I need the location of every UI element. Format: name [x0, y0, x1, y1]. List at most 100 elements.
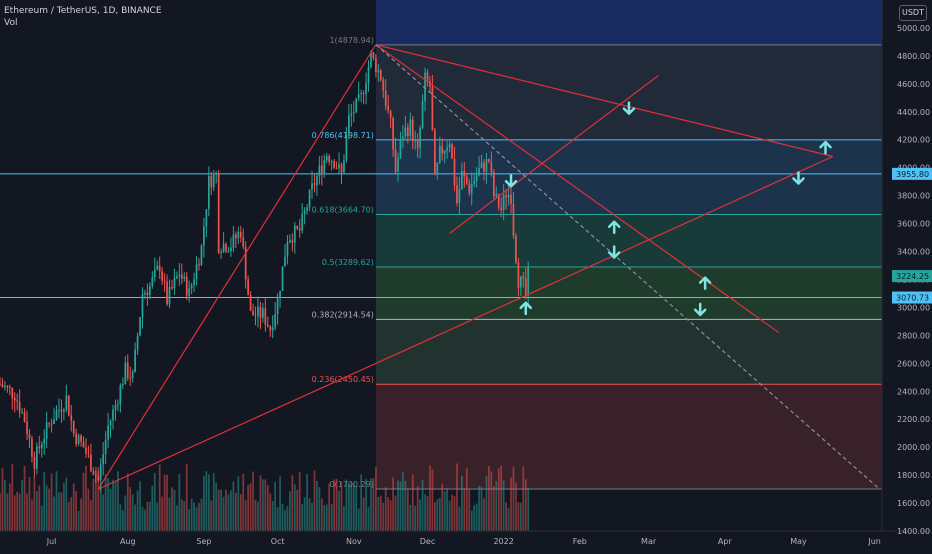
candle[interactable] [291, 240, 294, 243]
candle[interactable] [112, 409, 114, 421]
candle[interactable] [522, 276, 525, 279]
candle[interactable] [188, 288, 191, 296]
candle[interactable] [438, 146, 441, 163]
candle[interactable] [11, 387, 14, 398]
candle[interactable] [478, 168, 480, 176]
candle[interactable] [316, 175, 318, 186]
candle[interactable] [129, 377, 132, 379]
candle[interactable] [90, 454, 92, 472]
candle[interactable] [220, 251, 222, 253]
arrow-up-icon[interactable] [607, 220, 621, 235]
candle[interactable] [242, 237, 245, 247]
candle[interactable] [500, 207, 503, 210]
candle[interactable] [247, 279, 249, 296]
trendline[interactable] [375, 44, 780, 334]
candle[interactable] [185, 276, 188, 296]
candle[interactable] [338, 164, 340, 169]
candle[interactable] [225, 244, 227, 252]
candle[interactable] [13, 397, 16, 401]
candle[interactable] [424, 72, 426, 101]
candle[interactable] [259, 306, 262, 318]
candle[interactable] [149, 285, 151, 296]
arrow-up-icon[interactable] [698, 276, 712, 290]
candle[interactable] [475, 175, 478, 181]
candle[interactable] [451, 144, 453, 159]
candle[interactable] [48, 422, 50, 424]
candle[interactable] [126, 362, 129, 378]
candle[interactable] [389, 110, 392, 118]
candle[interactable] [43, 438, 46, 445]
candle[interactable] [360, 93, 363, 95]
candle[interactable] [176, 276, 178, 279]
candle[interactable] [384, 90, 387, 106]
candle[interactable] [50, 423, 53, 425]
candle[interactable] [1, 384, 4, 387]
candle[interactable] [461, 171, 463, 190]
candle[interactable] [144, 292, 146, 295]
candle[interactable] [104, 439, 107, 455]
candle[interactable] [357, 94, 360, 99]
candle[interactable] [65, 395, 68, 410]
trendline[interactable] [375, 44, 834, 158]
candle[interactable] [161, 271, 164, 281]
candle[interactable] [77, 435, 80, 444]
candle[interactable] [492, 171, 495, 197]
candle[interactable] [212, 174, 215, 188]
candle[interactable] [279, 290, 281, 299]
candle[interactable] [180, 274, 183, 279]
candle[interactable] [512, 203, 515, 236]
candle[interactable] [55, 410, 58, 420]
candle[interactable] [262, 308, 264, 318]
candle[interactable] [276, 298, 279, 315]
candle[interactable] [377, 70, 380, 73]
candle[interactable] [402, 136, 404, 141]
candle[interactable] [67, 395, 70, 416]
candle[interactable] [453, 158, 456, 186]
candle[interactable] [75, 433, 78, 444]
candle[interactable] [109, 420, 112, 426]
candle[interactable] [399, 140, 402, 158]
candle[interactable] [431, 86, 434, 131]
candle[interactable] [333, 161, 335, 168]
candle[interactable] [134, 349, 136, 372]
candle[interactable] [102, 454, 105, 465]
candle[interactable] [85, 447, 87, 454]
candle[interactable] [26, 421, 28, 435]
arrow-up-icon[interactable] [819, 140, 832, 155]
candle[interactable] [80, 435, 82, 442]
candle[interactable] [60, 409, 63, 412]
candle[interactable] [419, 127, 421, 148]
candle[interactable] [463, 171, 466, 177]
candle[interactable] [173, 278, 176, 289]
candle[interactable] [350, 113, 353, 116]
candle[interactable] [33, 456, 36, 469]
candle[interactable] [4, 386, 6, 388]
candle[interactable] [323, 160, 326, 174]
candle[interactable] [107, 425, 109, 440]
candle[interactable] [190, 284, 193, 289]
candle[interactable] [203, 226, 205, 246]
candle[interactable] [345, 135, 348, 161]
candle[interactable] [392, 117, 394, 150]
candle[interactable] [264, 308, 267, 325]
candle[interactable] [441, 146, 444, 154]
arrow-down-icon[interactable] [504, 174, 518, 188]
candle[interactable] [266, 324, 269, 327]
candle[interactable] [335, 167, 338, 169]
candle[interactable] [301, 214, 304, 231]
candle[interactable] [269, 326, 272, 331]
trendline[interactable] [449, 74, 659, 234]
candle[interactable] [448, 144, 451, 148]
candle[interactable] [510, 194, 512, 204]
candle[interactable] [524, 278, 527, 296]
candle[interactable] [379, 70, 382, 81]
candle[interactable] [124, 362, 127, 385]
candle[interactable] [281, 266, 284, 291]
candle[interactable] [355, 98, 358, 113]
arrow-down-icon[interactable] [693, 302, 707, 317]
trendline[interactable] [98, 155, 834, 490]
candle[interactable] [303, 210, 306, 215]
candle[interactable] [99, 464, 102, 481]
trendline[interactable] [97, 44, 377, 490]
